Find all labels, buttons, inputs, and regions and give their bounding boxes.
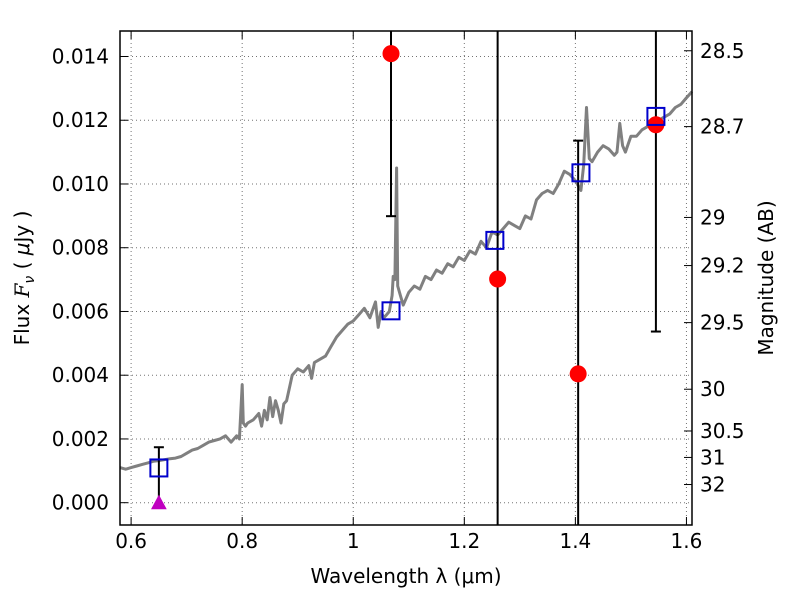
right-tick-label: 32 <box>700 473 725 497</box>
y-tick-label: 0.004 <box>52 363 109 387</box>
y-tick-label: 0.000 <box>52 491 109 515</box>
y-axis-label-prefix: Flux <box>10 297 34 345</box>
x-tick-label: 1 <box>347 529 360 553</box>
y-tick-label: 0.012 <box>52 108 109 132</box>
y-axis-label-symbol: F <box>10 282 34 298</box>
x-tick-label: 1.2 <box>448 529 480 553</box>
x-tick-label: 0.6 <box>115 529 147 553</box>
model-square <box>646 106 666 126</box>
photometry-point <box>489 270 507 288</box>
y-axis-label-paren: ( <box>10 255 34 276</box>
y-tick-label: 0.010 <box>52 172 109 196</box>
y-axis-label: Flux Fν ( μJy ) <box>10 211 38 346</box>
model-square <box>571 163 591 183</box>
right-tick-label: 30 <box>700 377 725 401</box>
right-tick-label: 29.5 <box>700 311 745 335</box>
y-tick-label: 0.008 <box>52 236 109 260</box>
right-tick-label: 28.7 <box>700 115 745 139</box>
model-square <box>381 301 401 321</box>
right-tick-label: 29 <box>700 205 725 229</box>
model-square <box>485 230 505 250</box>
x-tick-label: 0.8 <box>226 529 258 553</box>
photometry-point <box>569 365 587 383</box>
plot-area <box>119 31 694 525</box>
right-axis-label: Magnitude (AB) <box>754 200 778 355</box>
axes: 0.6 0.8 1 1.2 1.4 1.6 0.000 0.002 0.004 0.006 0.00… <box>52 30 745 553</box>
x-tick-label: 1.6 <box>671 529 703 553</box>
model-square <box>149 458 169 478</box>
right-tick-label: 30.5 <box>700 419 745 443</box>
y-tick-label: 0.014 <box>52 44 109 68</box>
upper-limit-triangle <box>151 494 167 510</box>
x-tick-label: 1.4 <box>559 529 591 553</box>
right-tick-label: 31 <box>700 445 725 469</box>
y-tick-label: 0.006 <box>52 299 109 323</box>
right-tick-label: 29.2 <box>700 254 745 278</box>
y-axis-label-mu: μ <box>10 242 34 256</box>
photometry-point <box>382 45 400 63</box>
spectrum-line <box>119 90 694 471</box>
grid <box>120 31 692 525</box>
y-tick-label: 0.002 <box>52 427 109 451</box>
y-axis-label-subscript: ν <box>22 276 38 284</box>
right-tick-label: 28.5 <box>700 39 745 63</box>
x-axis-label: Wavelength λ (μm) <box>310 564 501 588</box>
plot-frame <box>119 30 693 526</box>
y-axis-label-unit: Jy ) <box>10 211 34 245</box>
